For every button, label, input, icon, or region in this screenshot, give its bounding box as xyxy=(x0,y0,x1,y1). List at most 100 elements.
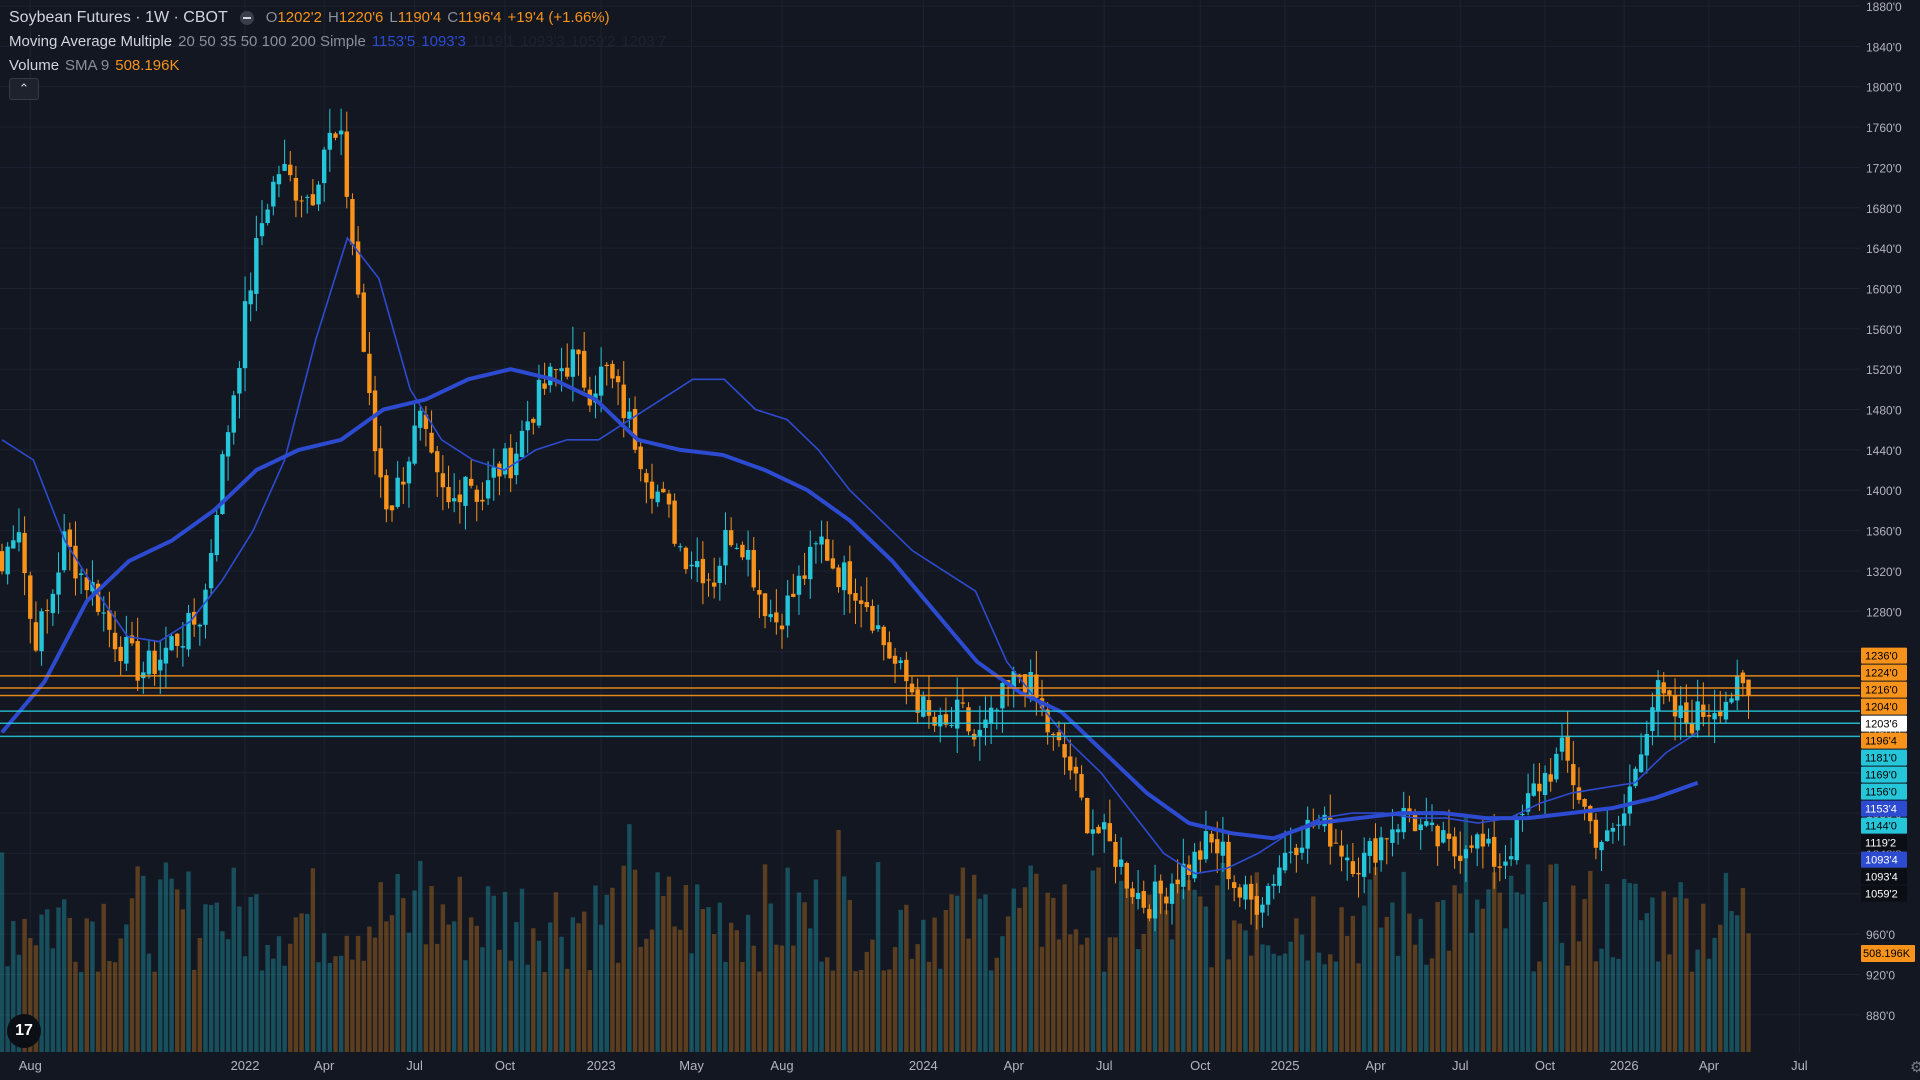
candle-body[interactable] xyxy=(208,553,214,589)
candle-body[interactable] xyxy=(1164,896,1169,904)
candle-body[interactable] xyxy=(887,642,892,659)
candle-body[interactable] xyxy=(1141,891,1146,908)
candle-body[interactable] xyxy=(875,625,881,630)
candle-body[interactable] xyxy=(451,498,457,502)
candle-body[interactable] xyxy=(1305,819,1310,849)
minus-icon[interactable] xyxy=(239,11,254,25)
candle-body[interactable] xyxy=(299,200,304,202)
candle-body[interactable] xyxy=(825,539,830,561)
candle-body[interactable] xyxy=(305,196,310,198)
candle-body[interactable] xyxy=(1367,841,1373,856)
candle-body[interactable] xyxy=(214,515,219,556)
candle-body[interactable] xyxy=(779,625,785,630)
tradingview-logo-icon[interactable]: 17 xyxy=(7,1014,41,1048)
candle-body[interactable] xyxy=(316,184,321,205)
candle-body[interactable] xyxy=(1231,882,1237,889)
candle-body[interactable] xyxy=(711,582,717,587)
candle-body[interactable] xyxy=(468,478,474,486)
candle-body[interactable] xyxy=(853,593,858,601)
candle-body[interactable] xyxy=(1022,674,1028,693)
candle-body[interactable] xyxy=(1582,799,1587,807)
candle-body[interactable] xyxy=(531,418,536,423)
candle-body[interactable] xyxy=(1475,834,1480,849)
candle-body[interactable] xyxy=(1294,847,1299,856)
candle-body[interactable] xyxy=(548,366,553,386)
symbol-title[interactable]: Soybean Futures · 1W · CBOT xyxy=(9,9,228,26)
candle-body[interactable] xyxy=(175,633,180,646)
candle-body[interactable] xyxy=(1073,766,1079,774)
candle-body[interactable] xyxy=(926,700,932,716)
candle-body[interactable] xyxy=(1446,833,1452,839)
candle-body[interactable] xyxy=(904,659,909,682)
candle-body[interactable] xyxy=(169,636,174,651)
candle-body[interactable] xyxy=(757,590,762,595)
candle-body[interactable] xyxy=(220,454,225,515)
candle-body[interactable] xyxy=(197,624,203,627)
candle-body[interactable] xyxy=(259,223,265,237)
candle-body[interactable] xyxy=(350,199,355,245)
candle-body[interactable] xyxy=(1712,713,1717,720)
gear-icon[interactable]: ⚙ xyxy=(1910,1059,1920,1076)
candle-body[interactable] xyxy=(1588,805,1593,822)
candle-body[interactable] xyxy=(768,614,773,618)
candle-body[interactable] xyxy=(740,544,745,558)
candle-body[interactable] xyxy=(785,595,790,626)
candle-body[interactable] xyxy=(480,499,485,502)
candle-body[interactable] xyxy=(1011,671,1016,688)
candle-body[interactable] xyxy=(796,575,802,595)
candle-body[interactable] xyxy=(1390,829,1395,843)
candle-body[interactable] xyxy=(1328,817,1333,847)
candle-body[interactable] xyxy=(101,612,106,614)
candle-body[interactable] xyxy=(5,546,10,575)
candle-body[interactable] xyxy=(847,561,853,595)
candle-body[interactable] xyxy=(1633,768,1638,786)
candle-body[interactable] xyxy=(372,390,378,452)
candle-body[interactable] xyxy=(751,550,756,588)
candle-body[interactable] xyxy=(1113,841,1118,867)
candle-body[interactable] xyxy=(938,715,943,727)
candle-body[interactable] xyxy=(988,707,994,724)
candle-body[interactable] xyxy=(1107,823,1113,842)
candle-body[interactable] xyxy=(333,133,338,138)
candle-body[interactable] xyxy=(310,194,316,206)
candle-body[interactable] xyxy=(774,612,779,623)
candle-body[interactable] xyxy=(1158,880,1163,894)
candle-body[interactable] xyxy=(45,610,50,612)
candle-body[interactable] xyxy=(1548,774,1553,782)
candle-body[interactable] xyxy=(683,547,689,570)
candle-body[interactable] xyxy=(1101,822,1107,830)
candle-body[interactable] xyxy=(649,481,655,499)
candle-body[interactable] xyxy=(1610,827,1616,832)
candle-body[interactable] xyxy=(384,475,389,510)
candle-body[interactable] xyxy=(1514,818,1519,861)
candle-body[interactable] xyxy=(1508,856,1514,860)
candle-body[interactable] xyxy=(429,432,434,453)
candle-body[interactable] xyxy=(1491,836,1497,867)
candle-body[interactable] xyxy=(745,550,751,560)
candle-body[interactable] xyxy=(1243,884,1248,900)
candle-body[interactable] xyxy=(1599,842,1604,851)
candle-body[interactable] xyxy=(1090,829,1096,834)
candle-body[interactable] xyxy=(1441,830,1446,843)
candle-body[interactable] xyxy=(1192,851,1197,879)
candle-body[interactable] xyxy=(960,702,966,704)
candle-body[interactable] xyxy=(435,451,440,473)
candle-body[interactable] xyxy=(1209,833,1214,843)
volume-indicator-name[interactable]: Volume xyxy=(9,57,60,74)
candle-body[interactable] xyxy=(1542,773,1548,795)
candle-body[interactable] xyxy=(61,531,67,571)
candle-body[interactable] xyxy=(418,410,423,428)
candle-body[interactable] xyxy=(28,575,33,619)
candle-body[interactable] xyxy=(1051,733,1056,735)
candle-body[interactable] xyxy=(1045,709,1050,733)
candle-body[interactable] xyxy=(135,641,140,681)
candle-body[interactable] xyxy=(293,177,299,201)
candle-body[interactable] xyxy=(881,626,886,646)
candle-body[interactable] xyxy=(440,473,446,488)
candle-body[interactable] xyxy=(463,476,468,506)
candle-body[interactable] xyxy=(655,491,660,503)
candle-body[interactable] xyxy=(112,632,118,650)
candle-body[interactable] xyxy=(576,349,581,355)
candle-body[interactable] xyxy=(73,545,78,579)
candle-body[interactable] xyxy=(1412,814,1418,832)
